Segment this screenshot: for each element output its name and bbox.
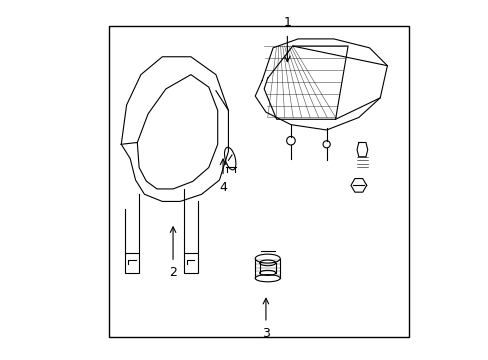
Bar [183,253,198,273]
Text: 1: 1 [283,16,291,29]
Bar [124,253,139,273]
Text: 2: 2 [169,266,177,279]
Bar [108,26,408,337]
Text: 4: 4 [219,181,226,194]
Text: 3: 3 [262,327,269,340]
